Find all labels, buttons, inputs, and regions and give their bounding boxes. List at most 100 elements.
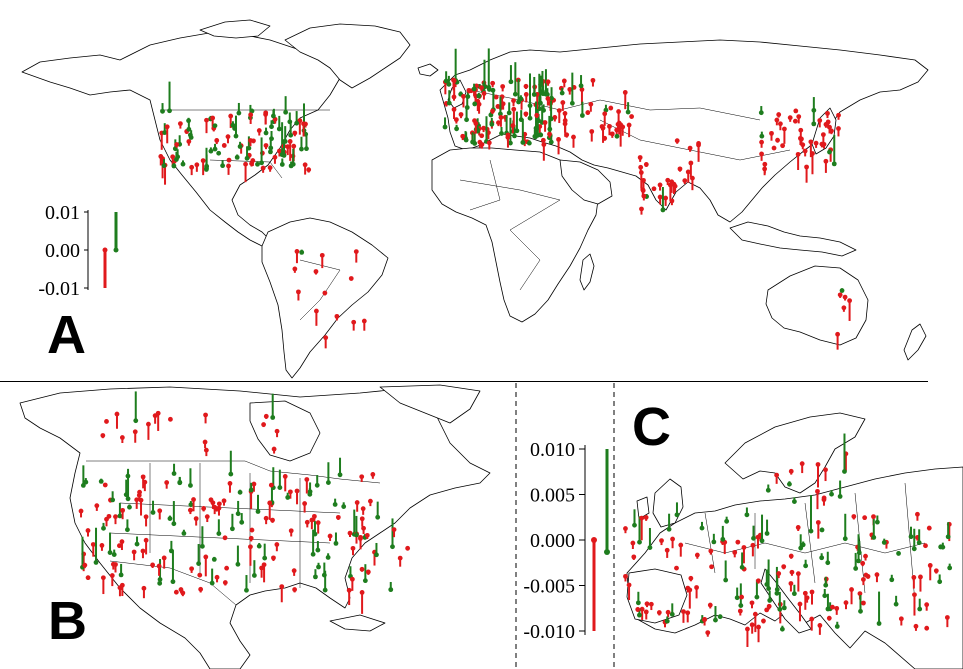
madagascar-outline [579, 253, 595, 291]
site-marker [251, 481, 257, 487]
site-marker [809, 589, 815, 595]
site-marker [197, 572, 203, 578]
site-marker [290, 161, 296, 167]
site-marker [168, 416, 173, 422]
site-marker [221, 143, 227, 148]
site-marker [711, 539, 717, 545]
site-marker [631, 554, 637, 560]
site-marker [732, 549, 738, 555]
site-marker [505, 132, 511, 138]
legend-a-negative-dot [102, 247, 108, 253]
site-marker [249, 527, 255, 533]
site-marker [561, 78, 567, 84]
site-marker [150, 562, 156, 568]
site-marker [451, 107, 457, 112]
site-marker [759, 133, 765, 139]
site-marker [637, 539, 642, 545]
site-marker [614, 133, 620, 139]
site-marker [881, 540, 887, 545]
site-marker [173, 589, 179, 595]
site-marker [358, 534, 363, 540]
site-marker [616, 109, 621, 114]
site-marker [297, 118, 303, 124]
site-marker [669, 611, 675, 617]
site-marker [490, 80, 496, 86]
site-marker [237, 144, 243, 149]
site-marker [263, 143, 269, 148]
site-marker [667, 182, 673, 188]
site-marker [375, 514, 381, 520]
site-marker [789, 569, 795, 575]
site-marker [193, 516, 199, 522]
site-marker [348, 276, 354, 281]
site-marker [464, 105, 470, 110]
site-marker [734, 595, 740, 601]
panel-a-label: A [47, 305, 86, 365]
site-marker [210, 115, 216, 121]
panel-c-europe-map [615, 383, 963, 669]
site-marker [853, 566, 859, 571]
site-marker [739, 594, 745, 600]
site-marker [860, 560, 866, 566]
site-marker [755, 578, 761, 584]
site-marker [545, 96, 551, 101]
site-marker [836, 126, 841, 131]
site-marker [294, 488, 300, 494]
site-marker [212, 123, 218, 129]
site-marker [944, 615, 950, 620]
site-marker [150, 510, 156, 515]
site-marker [527, 115, 533, 121]
site-marker [203, 554, 209, 560]
site-marker [508, 140, 513, 146]
site-marker [349, 576, 355, 582]
site-marker [157, 577, 163, 582]
site-marker [923, 543, 928, 549]
site-marker [323, 335, 329, 341]
site-marker [562, 111, 568, 116]
site-marker [341, 504, 347, 509]
hudson-bay-outline [249, 400, 321, 462]
site-marker [764, 607, 770, 613]
site-marker [354, 500, 360, 505]
site-marker [171, 471, 177, 476]
site-marker [493, 94, 499, 100]
site-marker [817, 622, 823, 628]
site-marker [268, 149, 273, 155]
site-marker [332, 502, 338, 507]
italy-outline [760, 568, 812, 634]
site-marker [279, 162, 285, 167]
site-marker [196, 561, 202, 566]
panel-b-sites-layer [78, 391, 411, 614]
site-marker [260, 165, 266, 171]
site-marker [602, 111, 608, 117]
site-marker [283, 109, 289, 115]
site-marker [800, 542, 806, 548]
site-marker [94, 503, 100, 509]
site-marker [843, 600, 849, 606]
site-marker [674, 138, 680, 144]
site-marker [470, 139, 476, 145]
site-marker [203, 447, 209, 453]
site-marker [249, 161, 254, 166]
site-marker [80, 482, 86, 488]
site-marker [186, 126, 192, 132]
site-marker [177, 121, 183, 127]
site-marker [104, 516, 109, 522]
site-marker [232, 126, 238, 131]
site-marker [795, 524, 801, 530]
site-marker [319, 252, 325, 258]
site-marker [842, 469, 847, 474]
site-marker [759, 139, 764, 145]
site-marker [766, 586, 772, 591]
site-marker [157, 580, 163, 586]
site-marker [281, 153, 287, 158]
site-marker [696, 142, 701, 148]
site-marker [292, 130, 298, 136]
site-marker [255, 509, 261, 514]
site-marker [93, 560, 99, 565]
site-marker [171, 521, 177, 527]
site-marker [643, 515, 649, 520]
site-marker [310, 551, 316, 557]
legend-a-tick-high: 0.01 [45, 202, 80, 224]
site-marker [538, 82, 544, 87]
